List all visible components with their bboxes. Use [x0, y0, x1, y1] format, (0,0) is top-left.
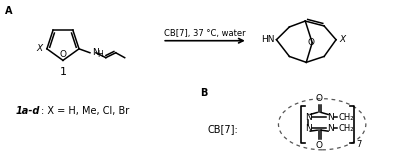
Text: 1: 1: [60, 67, 66, 77]
Text: N: N: [305, 113, 312, 122]
Text: 7: 7: [356, 140, 361, 149]
Text: : X = H, Me, Cl, Br: : X = H, Me, Cl, Br: [41, 106, 129, 116]
Text: O: O: [316, 94, 323, 103]
Text: CB[7], 37 °C, water: CB[7], 37 °C, water: [164, 29, 246, 38]
Text: CB[7]:: CB[7]:: [208, 124, 239, 134]
Text: O: O: [60, 50, 67, 59]
Text: N: N: [327, 124, 334, 133]
Text: HN: HN: [261, 35, 274, 44]
Text: N: N: [92, 48, 99, 57]
Text: A: A: [5, 6, 13, 16]
Text: N: N: [327, 113, 334, 122]
Text: CH₂: CH₂: [338, 124, 354, 133]
Text: O: O: [316, 141, 323, 150]
Text: H: H: [97, 50, 103, 59]
Text: CH₂: CH₂: [338, 113, 354, 122]
Text: X: X: [339, 35, 345, 44]
Text: O: O: [308, 38, 315, 47]
Text: 1a-d: 1a-d: [15, 106, 40, 116]
Text: N: N: [305, 124, 312, 133]
Text: B: B: [200, 88, 207, 98]
Text: X: X: [37, 44, 43, 53]
